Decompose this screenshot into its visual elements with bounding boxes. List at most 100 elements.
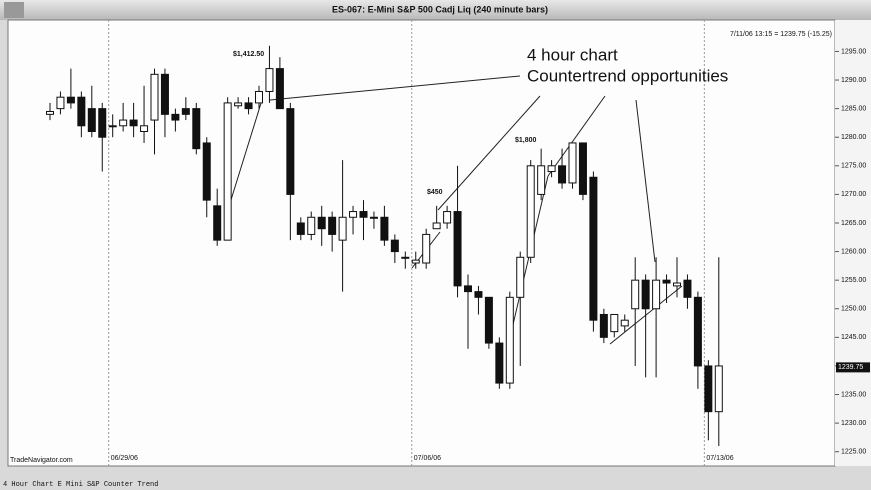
candle-body (443, 211, 452, 224)
y-tick-label: 1255.00 (841, 277, 866, 284)
candle-body (171, 113, 180, 121)
pointer (547, 95, 606, 177)
candle-body (119, 119, 128, 127)
candle-body (265, 68, 274, 92)
candle-body (150, 73, 159, 121)
y-tick-label: 1290.00 (841, 77, 866, 84)
candle-body (704, 365, 713, 413)
y-tick-label: 1265.00 (841, 220, 866, 227)
candle-body (683, 279, 692, 298)
candle-body (56, 96, 65, 110)
candle-body (662, 279, 671, 284)
x-tick-label: 07/13/06 (706, 455, 733, 462)
candle-body (641, 279, 650, 310)
y-tick-label: 1230.00 (841, 420, 866, 427)
chart-title: ES-067: E-Mini S&P 500 Cadj Liq (240 min… (332, 4, 548, 14)
pointer (437, 95, 541, 211)
candle-body (411, 259, 420, 264)
candle-body (77, 96, 86, 127)
candle-body (578, 142, 587, 195)
y-tick-label: 1270.00 (841, 191, 866, 198)
candle-body (160, 73, 169, 115)
last-price-box (836, 362, 870, 373)
title-bar (0, 0, 871, 20)
y-tick-label: 1250.00 (841, 306, 866, 313)
candle-body (390, 239, 399, 253)
status: 7/11/06 13:15 = 1239.75 (-15.25) (730, 31, 832, 38)
candle-body (537, 165, 546, 195)
candle-body (275, 68, 284, 110)
candle-body (474, 291, 483, 298)
y-tick-label: 1295.00 (841, 48, 866, 55)
candle-body (453, 211, 462, 287)
axis-area (835, 20, 871, 466)
candle-body (213, 205, 222, 241)
candle-body (307, 216, 316, 235)
y-tick-label: 1280.00 (841, 134, 866, 141)
candle-body (181, 108, 190, 115)
y-tick-label: 1260.00 (841, 248, 866, 255)
y-tick-label: 1275.00 (841, 163, 866, 170)
candle-body (359, 211, 368, 218)
last-price-label: 1239.75 (838, 364, 863, 371)
candle-body (108, 125, 117, 128)
candle-body (432, 222, 441, 230)
y-tick-label: 1225.00 (841, 449, 866, 456)
annotation: Countertrend opportunities (527, 66, 728, 85)
candle-body (192, 108, 201, 150)
y-tick-label: 1245.00 (841, 334, 866, 341)
annotation: 4 hour chart (527, 45, 618, 64)
candle-body (255, 90, 263, 104)
trend-line (225, 99, 263, 217)
candle-body (673, 282, 681, 287)
pointer (635, 99, 656, 263)
x-tick-label: 07/06/06 (414, 455, 441, 462)
candle-body (714, 365, 723, 413)
candle-body (202, 142, 211, 201)
candle-body (495, 342, 504, 384)
candle-body (140, 125, 149, 132)
candle-body (317, 216, 326, 230)
candle-body (652, 279, 661, 310)
candle-body (223, 102, 232, 241)
candle-body (693, 296, 702, 367)
candle-body (610, 313, 619, 333)
x-tick-label: 06/29/06 (111, 455, 138, 462)
candle-body (244, 102, 253, 110)
candle-body (328, 216, 337, 235)
candle-body (349, 211, 358, 218)
candle-body (401, 256, 410, 259)
y-tick-label: 1285.00 (841, 105, 866, 112)
candle-body (505, 296, 514, 384)
candle-body (568, 142, 577, 184)
candle-body (620, 319, 629, 327)
candle-body (296, 222, 305, 235)
footer: 4 Hour Chart E Mini S&P Counter Trend (3, 481, 158, 489)
candle-body (589, 176, 598, 321)
candle-body (369, 216, 378, 219)
candle-body (129, 119, 138, 127)
candle-body (547, 165, 556, 173)
candle-body (338, 216, 347, 241)
y-tick-label: 1235.00 (841, 391, 866, 398)
trend-line (506, 175, 549, 351)
candle-body (526, 165, 535, 258)
annotation: $1,412.50 (233, 51, 264, 58)
candle-body (98, 108, 107, 138)
candle-body (422, 233, 431, 264)
candle-body (66, 96, 75, 104)
candle-body (46, 110, 54, 115)
annotation: $1,800 (515, 137, 537, 144)
source: TradeNavigator.com (10, 457, 73, 464)
candle-body (464, 285, 472, 293)
candle-body (484, 296, 493, 344)
candle-body (87, 108, 96, 132)
candle-body (234, 102, 243, 107)
candle-body (286, 108, 295, 195)
pointer (269, 75, 521, 101)
candle-body (631, 279, 640, 310)
candle-body (558, 165, 567, 184)
candle-body (599, 313, 608, 338)
